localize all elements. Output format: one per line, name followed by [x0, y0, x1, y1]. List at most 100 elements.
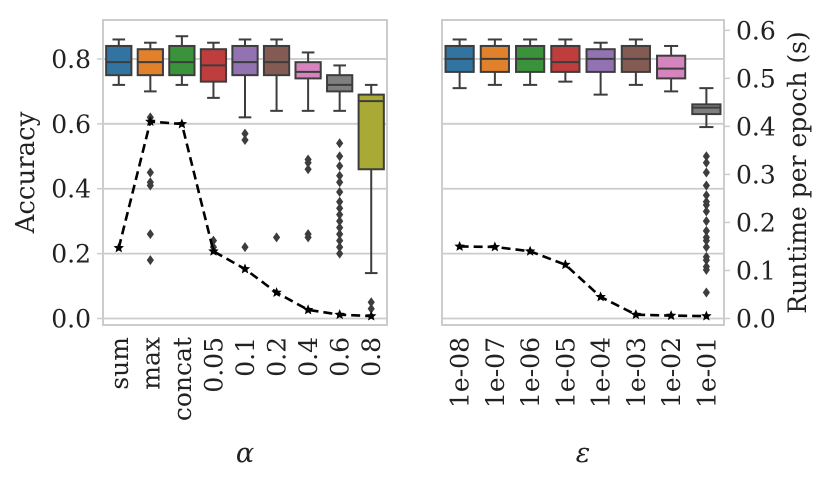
ytick-label: 0.4 [51, 175, 91, 204]
box-0.2 [262, 38, 291, 243]
runtime-marker [665, 310, 677, 321]
outlier-marker [304, 232, 312, 243]
outlier-marker [367, 303, 375, 314]
runtime-marker [334, 309, 345, 320]
outlier-marker [336, 222, 344, 233]
runtime-line [459, 245, 707, 318]
xtick-label: 1e-04 [587, 337, 616, 408]
outlier-marker [336, 151, 344, 162]
box-body [262, 44, 291, 77]
box-body [550, 44, 581, 73]
box-1e-01 [691, 87, 722, 298]
runtime-marker [365, 310, 377, 321]
outlier-marker [241, 128, 249, 139]
outlier-marker [146, 180, 154, 191]
box-body [168, 44, 196, 77]
runtime-marker [145, 116, 156, 127]
box-body [326, 74, 354, 93]
box-1e-04 [585, 41, 616, 96]
xtick-label: sum [105, 337, 134, 390]
xtick-label: 1e-01 [692, 337, 721, 408]
outlier-marker [702, 225, 710, 236]
ytick-right-label: 0.1 [736, 256, 776, 285]
outlier-marker [336, 235, 344, 246]
ytick-right-label: 0.4 [736, 112, 776, 141]
runtime-marker [524, 245, 536, 256]
xtick-label: 1e-07 [481, 337, 510, 408]
outlier-marker [702, 206, 710, 217]
box-1e-06 [515, 38, 546, 86]
box-body [585, 48, 616, 73]
ytick-right-label: 0.5 [736, 64, 776, 93]
runtime-marker [302, 304, 314, 315]
outlier-marker [702, 287, 710, 298]
outlier-marker [702, 242, 710, 253]
xtick-label: 1e-02 [657, 337, 686, 408]
outlier-marker [336, 209, 344, 220]
axes-frame [102, 19, 388, 326]
outlier-marker [336, 196, 344, 207]
ytick-label: 0.2 [51, 240, 91, 269]
outlier-marker [304, 164, 312, 175]
outlier-marker [336, 177, 344, 188]
xtick-label: 0.2 [263, 337, 292, 377]
ytick-right-label: 0.6 [736, 16, 776, 45]
runtime-marker [113, 242, 125, 253]
runtime-marker [595, 291, 606, 302]
outlier-marker [336, 229, 344, 240]
outlier-marker [304, 157, 312, 168]
box-body [231, 44, 259, 77]
outlier-marker [272, 232, 281, 243]
box-body [294, 61, 322, 80]
outlier-marker [336, 161, 344, 172]
xtick-label: 1e-03 [622, 337, 651, 408]
xtick-label: max [136, 337, 165, 390]
box-0.05 [199, 41, 228, 253]
runtime-marker [239, 263, 251, 274]
box-body [691, 103, 722, 116]
box-1e-05 [550, 38, 581, 83]
box-body [656, 54, 687, 80]
box-0.8 [357, 83, 385, 314]
runtime-marker [489, 241, 501, 252]
xtick-label: 1e-08 [446, 337, 475, 408]
outlier-marker [702, 190, 710, 201]
xtick-label: 0.1 [231, 337, 260, 377]
outlier-marker [241, 242, 249, 253]
box-1e-03 [620, 38, 651, 86]
y-axis-right-title: Runtime per epoch (s) [783, 31, 812, 313]
outlier-marker [336, 216, 344, 227]
xtick-label: 1e-06 [516, 337, 545, 408]
outlier-marker [367, 297, 375, 308]
box-body [105, 44, 133, 77]
box-1e-08 [444, 38, 475, 90]
runtime-line [117, 120, 372, 318]
outlier-marker [702, 167, 710, 178]
outlier-marker [702, 180, 710, 191]
outlier-marker [336, 248, 344, 259]
box-concat [168, 35, 196, 86]
runtime-marker [208, 245, 219, 256]
outlier-marker [146, 255, 154, 266]
outlier-marker [702, 255, 710, 266]
runtime-marker [271, 287, 282, 298]
outlier-marker [336, 242, 344, 253]
x-axis-title: ε [576, 438, 591, 469]
box-max [136, 41, 164, 266]
ytick-right-label: 0.0 [736, 305, 776, 334]
outlier-marker [146, 229, 154, 240]
box-1e-02 [656, 44, 687, 93]
box-1e-07 [479, 38, 510, 86]
runtime-marker [560, 259, 571, 270]
outlier-marker [336, 138, 344, 149]
ytick-label: 0.8 [51, 45, 91, 74]
outlier-marker [336, 203, 344, 214]
ytick-label: 0.0 [51, 305, 91, 334]
outlier-marker [702, 157, 710, 168]
xtick-label: concat [168, 337, 197, 421]
ytick-right-label: 0.3 [736, 160, 776, 189]
xtick-label: 0.4 [294, 337, 323, 377]
runtime-marker [630, 309, 642, 320]
outlier-marker [702, 235, 710, 246]
